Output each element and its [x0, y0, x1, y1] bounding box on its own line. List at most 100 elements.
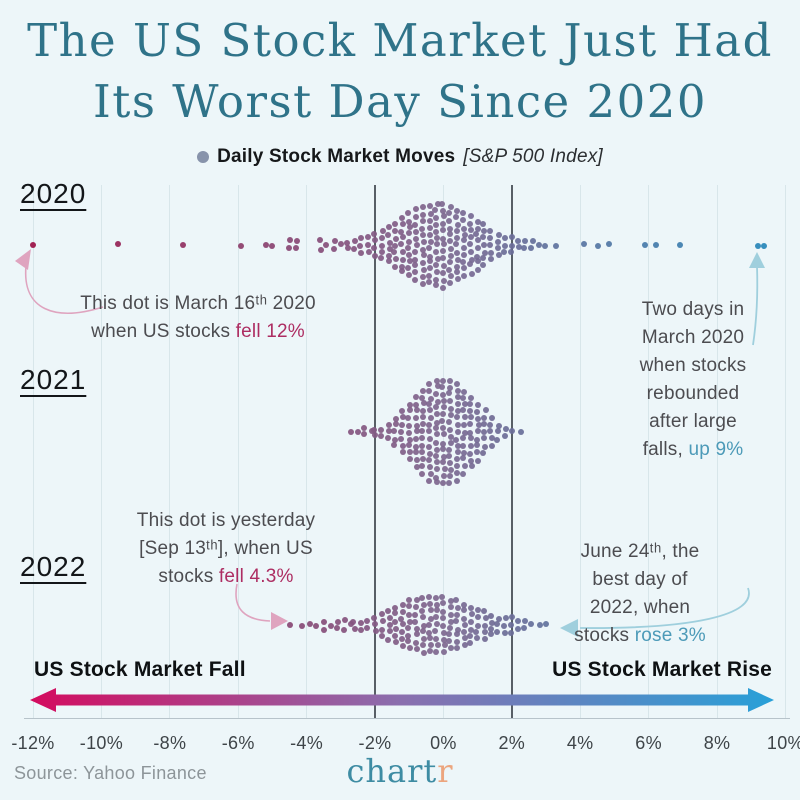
- data-dot: [447, 459, 454, 466]
- data-dot: [412, 402, 419, 409]
- data-dot: [488, 612, 495, 619]
- data-dot: [392, 420, 399, 427]
- data-dot: [488, 255, 495, 262]
- data-dot: [508, 428, 515, 435]
- data-dot: [425, 245, 432, 252]
- data-dot: [419, 614, 426, 621]
- data-dot: [487, 422, 494, 429]
- data-dot: [473, 442, 480, 449]
- data-dot: [432, 440, 439, 447]
- data-dot: [392, 633, 399, 640]
- data-dot: [581, 240, 588, 247]
- data-dot: [453, 249, 460, 256]
- data-dot: [400, 601, 407, 608]
- data-dot: [453, 241, 460, 248]
- data-dot: [392, 235, 399, 242]
- data-dot: [509, 614, 516, 621]
- chartr-logo: chartr: [0, 752, 800, 790]
- data-dot: [462, 429, 468, 436]
- data-dot: [427, 265, 434, 272]
- data-dot: [432, 595, 439, 602]
- data-dot: [330, 245, 337, 252]
- data-dot: [412, 436, 419, 443]
- data-dot: [439, 201, 446, 208]
- data-dot: [433, 419, 440, 426]
- data-dot: [473, 409, 480, 416]
- data-dot: [474, 258, 481, 265]
- data-dot: [405, 238, 412, 245]
- data-dot: [412, 256, 419, 263]
- data-dot: [343, 239, 350, 246]
- data-dot: [488, 619, 495, 626]
- data-dot: [440, 615, 447, 622]
- data-dot: [480, 450, 487, 457]
- data-dot: [398, 263, 405, 270]
- data-dot: [509, 242, 516, 249]
- data-dot: [419, 203, 426, 210]
- data-dot: [335, 619, 342, 626]
- data-dot: [426, 202, 433, 209]
- data-dot: [286, 244, 293, 251]
- data-dot: [268, 242, 275, 249]
- data-dot: [641, 241, 648, 248]
- data-dot: [419, 442, 426, 449]
- data-dot: [461, 273, 468, 280]
- data-dot: [466, 261, 473, 268]
- data-dot: [446, 237, 453, 244]
- data-dot: [454, 221, 461, 228]
- data-dot: [421, 400, 428, 407]
- annotation-text: This dot is yesterday: [136, 510, 316, 531]
- data-dot: [467, 226, 474, 233]
- data-dot: [482, 615, 489, 622]
- data-dot: [432, 214, 439, 221]
- x-tick-2%: 2%: [498, 733, 526, 753]
- data-dot: [468, 414, 475, 421]
- data-dot: [432, 221, 439, 228]
- data-dot: [411, 276, 418, 283]
- data-dot: [344, 244, 351, 251]
- data-dot: [350, 246, 357, 253]
- data-dot: [475, 622, 482, 629]
- data-dot: [462, 622, 469, 629]
- data-dot: [411, 221, 418, 228]
- data-dot: [487, 428, 494, 435]
- data-dot: [440, 397, 447, 404]
- data-dot: [412, 214, 419, 221]
- data-dot: [434, 200, 441, 207]
- data-dot: [460, 421, 467, 428]
- data-dot: [418, 462, 425, 469]
- data-dot: [420, 636, 427, 643]
- year-label-2020: 2020: [20, 178, 87, 209]
- data-dot: [440, 262, 447, 269]
- data-dot: [468, 462, 475, 469]
- fall-rise-gradient-arrow: [30, 688, 774, 712]
- data-dot: [502, 426, 509, 433]
- gridline--2%: [374, 185, 376, 718]
- legend-label: Daily Stock Market Moves: [217, 146, 456, 167]
- data-dot: [412, 206, 419, 213]
- data-dot: [439, 440, 446, 447]
- data-dot: [446, 218, 453, 225]
- data-dot: [481, 435, 488, 442]
- arrow-to-rebound-dots: [752, 265, 759, 346]
- year-label-2021: 2021: [20, 364, 87, 395]
- data-dot: [454, 207, 461, 214]
- data-dot: [441, 404, 448, 411]
- data-dot: [446, 419, 453, 426]
- data-dot: [425, 443, 432, 450]
- data-dot: [426, 401, 433, 408]
- data-dot: [114, 241, 121, 248]
- data-dot: [508, 234, 515, 241]
- x-tick--2%: -2%: [358, 733, 392, 753]
- data-dot: [433, 453, 440, 460]
- data-dot: [332, 237, 339, 244]
- legend: Daily Stock Market Moves [S&P 500 Index]: [0, 146, 800, 168]
- data-dot: [447, 433, 454, 440]
- data-dot: [386, 223, 393, 230]
- data-dot: [439, 269, 446, 276]
- data-dot: [398, 268, 405, 275]
- data-dot: [761, 242, 768, 249]
- data-dot: [400, 642, 407, 649]
- logo-text-chart: chart: [346, 752, 438, 790]
